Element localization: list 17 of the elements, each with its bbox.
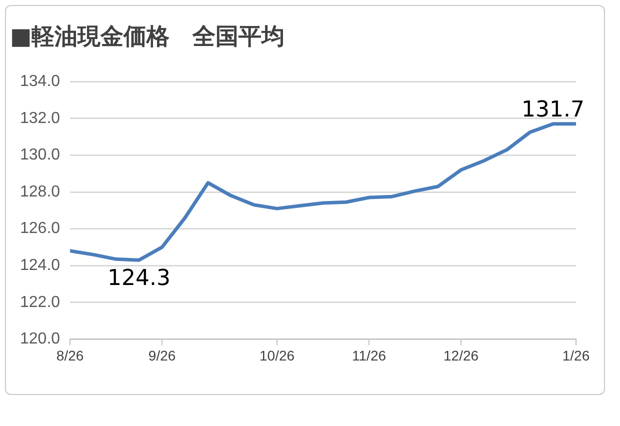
y-tick-label: 126.0 [20,220,60,238]
x-tick-label: 11/26 [352,347,386,364]
x-tick-label: 1/26 [562,347,590,364]
y-tick-label: 132.0 [20,110,60,127]
x-tick-label: 9/26 [148,347,176,364]
y-tick-label: 124.0 [20,257,60,274]
y-tick-label: 120.0 [20,330,60,348]
annotation: 131.7 [522,98,584,123]
chart-title: ■軽油現金価格 全国平均 [10,24,285,50]
x-tick-label: 8/26 [56,347,84,364]
y-tick-label: 122.0 [20,294,60,311]
y-tick-label: 134.0 [20,73,60,90]
x-tick-label: 12/26 [443,347,479,364]
y-tick-label: 128.0 [20,183,60,200]
annotation: 124.3 [108,266,171,291]
y-tick-label: 130.0 [20,146,60,164]
x-tick-label: 10/26 [260,347,295,364]
